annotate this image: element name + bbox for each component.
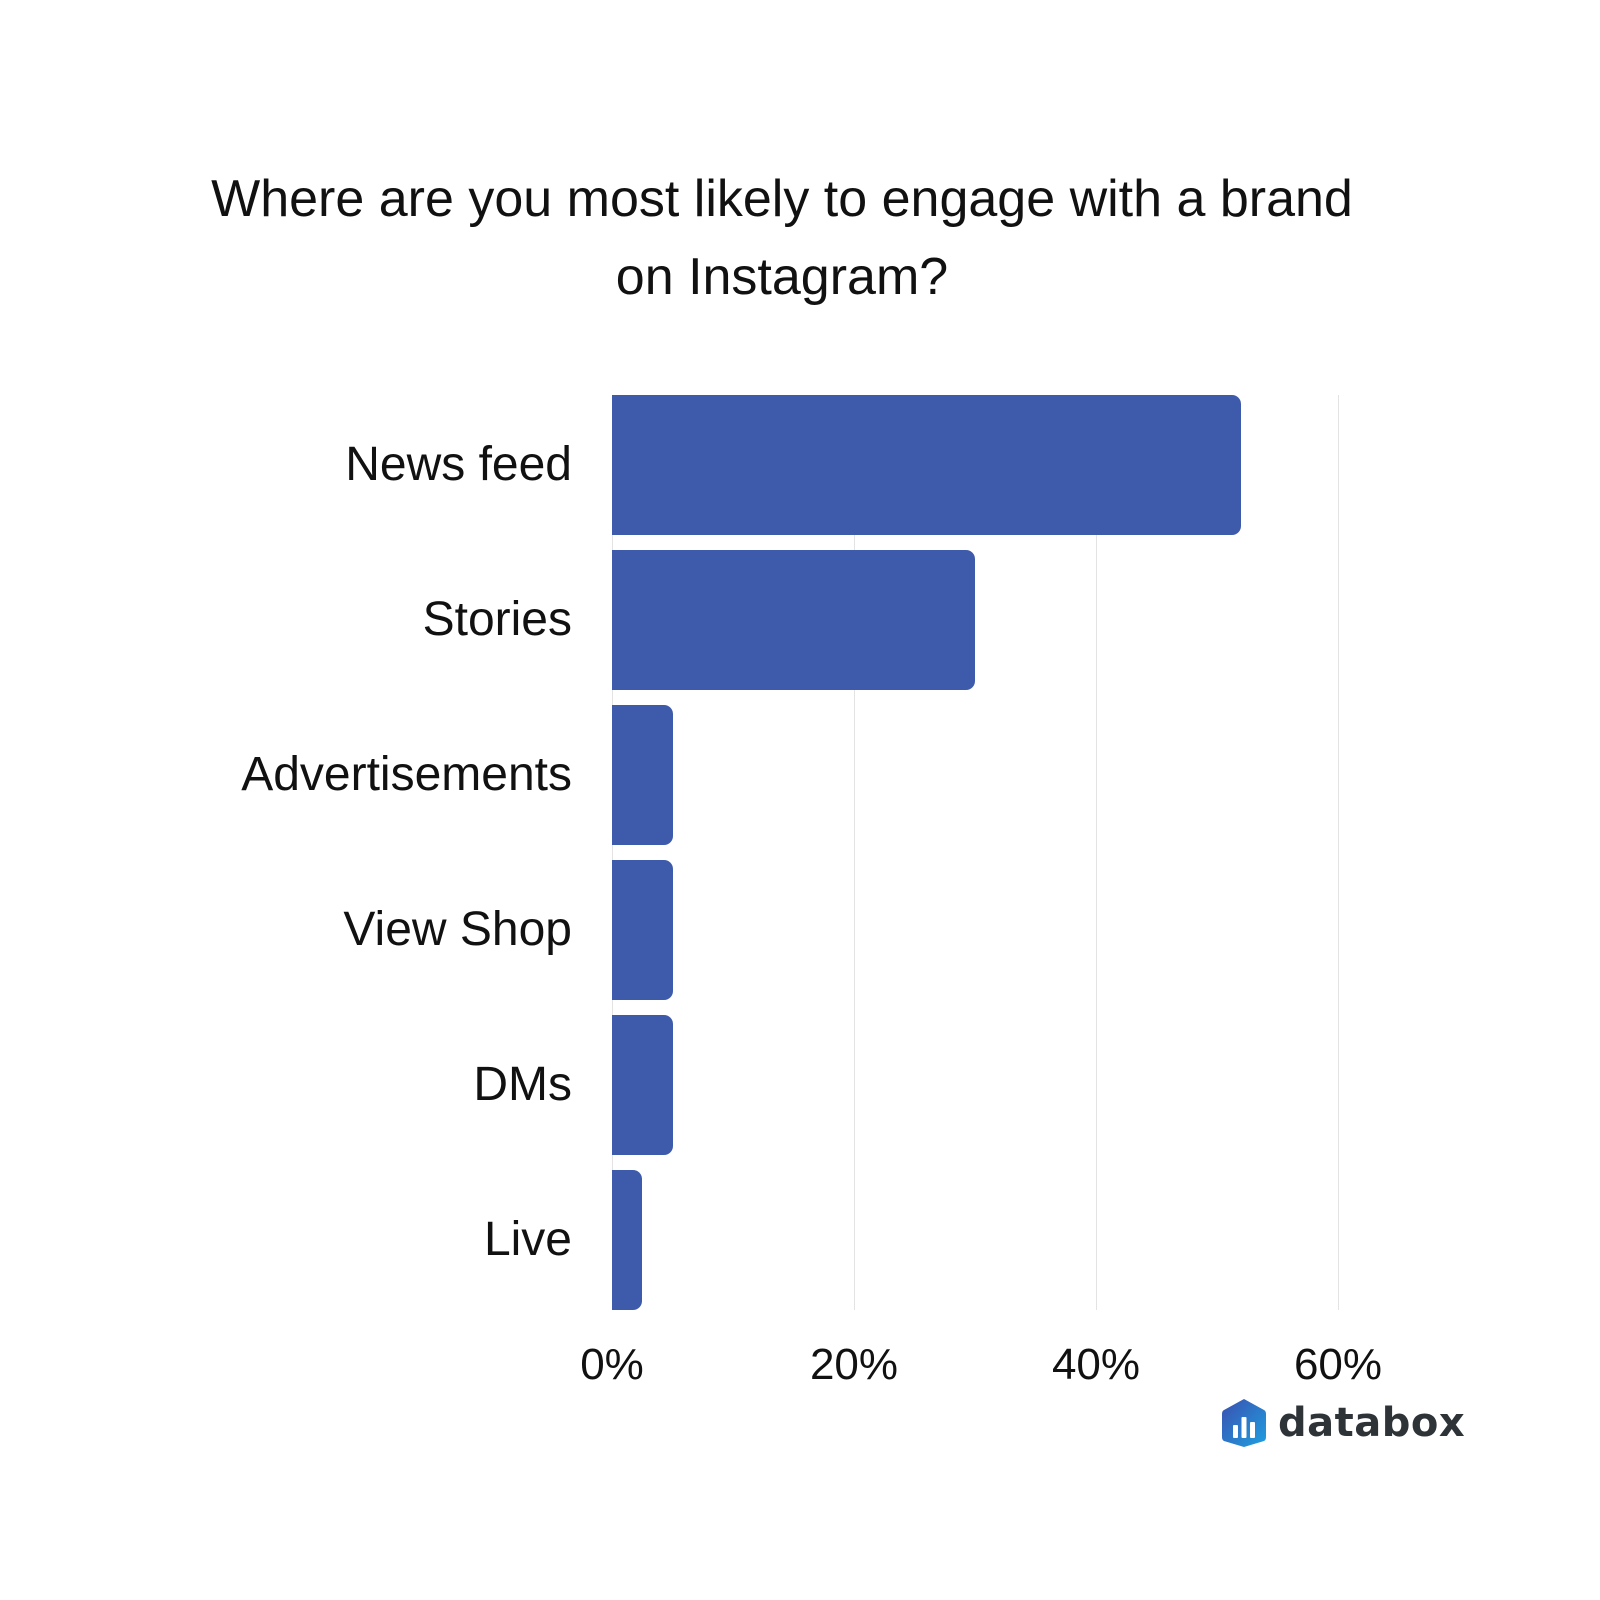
gridline-40 [1096,395,1097,1310]
bar-stories [612,550,975,690]
category-label: Stories [422,593,572,646]
brand-name: databox [1278,1400,1466,1446]
bar-news-feed [612,395,1242,535]
x-tick-label: 20% [809,1340,899,1389]
chart-title: Where are you most likely to engage with… [0,160,1564,316]
x-tick-label: 40% [1051,1340,1141,1389]
category-label: Advertisements [241,748,572,801]
category-label: View Shop [343,903,572,956]
gridline-60 [1338,395,1339,1310]
bar-view-shop [612,860,673,1000]
gridline-0 [612,395,613,1310]
gridline-20 [854,395,855,1310]
x-tick-label: 0% [580,1340,644,1389]
databox-logo-icon [1222,1399,1266,1447]
plot-area [612,395,1339,1310]
category-label: DMs [473,1058,572,1111]
databox-logo: databox [1220,1397,1465,1449]
bar-live [612,1170,643,1310]
bar-dms [612,1015,673,1155]
x-tick-label: 60% [1293,1340,1383,1389]
title-line-2: on Instagram? [615,248,949,306]
category-label: News feed [345,438,572,491]
bar-advertisements [612,705,673,845]
title-line-1: Where are you most likely to engage with… [211,170,1353,228]
category-label: Live [483,1213,572,1266]
